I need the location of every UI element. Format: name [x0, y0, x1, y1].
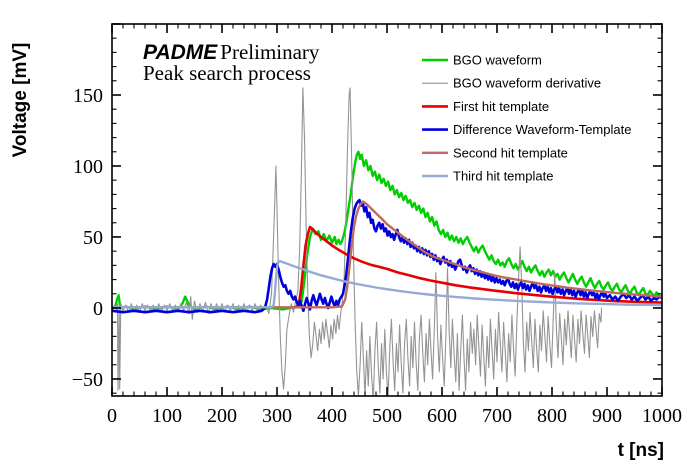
y-tick-label: 50 [83, 227, 103, 249]
series-bgo-waveform-derivative [112, 87, 603, 396]
y-tick-label: −50 [72, 369, 103, 391]
experiment-name: PADME [143, 41, 218, 64]
y-tick-label: 100 [73, 156, 103, 178]
legend: BGO waveform BGO waveform derivative First… [422, 53, 631, 184]
legend-label-bgo-waveform-derivative: BGO waveform derivative [453, 76, 601, 91]
x-tick-label: 0 [107, 405, 117, 427]
plot-title: PADME Preliminary [143, 40, 320, 64]
x-tick-label: 200 [207, 405, 237, 427]
x-axis-title: t [ns] [618, 440, 664, 461]
plot-subtitle: Peak search process [143, 61, 311, 85]
series-difference-waveform-template [112, 198, 662, 314]
x-tick-label: 300 [262, 405, 292, 427]
y-tick-label: 0 [93, 298, 103, 320]
x-tick-label: 600 [427, 405, 457, 427]
legend-label-third-hit-template: Third hit template [453, 169, 553, 184]
legend-label-bgo-waveform: BGO waveform [453, 53, 542, 68]
series-second-hit-template [112, 200, 662, 309]
legend-label-second-hit-template: Second hit template [453, 145, 568, 160]
series-third-hit-template [112, 259, 662, 309]
axis-ticks [111, 23, 663, 396]
axis-tick-labels: 0 100 200 300 400 500 600 700 800 900 1000−5005010… [72, 85, 682, 427]
x-tick-label: 400 [317, 405, 347, 427]
x-tick-label: 900 [592, 405, 622, 427]
x-tick-label: 700 [482, 405, 512, 427]
series-layer [112, 87, 662, 396]
y-tick-label: 150 [73, 85, 103, 107]
preliminary-label: Preliminary [220, 40, 320, 64]
x-tick-label: 500 [372, 405, 402, 427]
series-first-hit-template [292, 225, 662, 309]
x-tick-label: 800 [537, 405, 567, 427]
legend-label-first-hit-template: First hit template [453, 99, 549, 114]
legend-label-difference-waveform-template: Difference Waveform-Template [453, 122, 631, 137]
y-axis-title: Voltage [mV] [10, 43, 31, 158]
x-tick-label: 100 [152, 405, 182, 427]
x-tick-label: 1000 [642, 405, 682, 427]
